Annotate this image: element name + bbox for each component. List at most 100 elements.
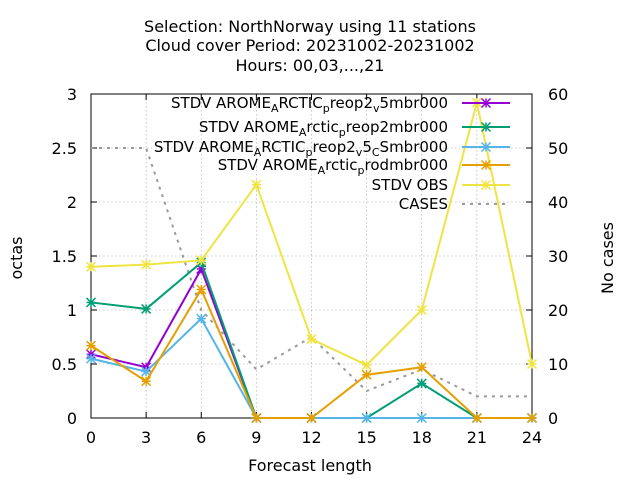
x-tick-label: 3: [141, 428, 151, 447]
y-tick-label: 1: [67, 301, 77, 320]
legend-label-main: STDV AROME: [218, 156, 318, 174]
y2-tick-label: 0: [548, 409, 558, 428]
data-point: [526, 412, 538, 424]
x-tick-label: 0: [86, 428, 96, 447]
x-tick-label: 15: [356, 428, 376, 447]
data-point: [85, 340, 97, 351]
data-point: [526, 358, 538, 370]
data-point: [416, 304, 427, 316]
legend-label-part: A: [271, 102, 279, 115]
marker-stroke: [141, 366, 152, 377]
data-point: [196, 313, 207, 324]
legend-marker: [480, 159, 492, 171]
marker-stroke: [196, 284, 207, 295]
x-axis-label: Forecast length: [248, 456, 372, 475]
marker-stroke: [526, 412, 538, 424]
legend-label-part: C: [372, 146, 380, 159]
legend-label: CASES: [399, 195, 448, 213]
legend-label-part: reop2mbr000: [346, 118, 448, 136]
legend-label-part: 5: [362, 138, 372, 156]
legend-marker: [480, 121, 492, 133]
data-point: [196, 284, 207, 295]
series-line: [91, 147, 532, 398]
marker-stroke: [85, 353, 97, 364]
marker-stroke: [480, 159, 492, 171]
data-point: [141, 259, 152, 270]
marker-stroke: [480, 179, 492, 191]
marker-stroke: [141, 259, 152, 270]
title-line-2: Cloud cover Period: 20231002-20231002: [145, 36, 474, 55]
legend-label: STDV OBS: [372, 176, 448, 194]
legend-label-part: p: [306, 146, 313, 159]
data-point: [361, 360, 372, 371]
series-5: [91, 147, 532, 398]
data-point: [416, 412, 427, 424]
legend-label-part: Smbr000: [380, 138, 448, 156]
legend-label-part: p: [358, 164, 365, 177]
marker-stroke: [85, 340, 97, 351]
y-tick-label: 0.5: [52, 355, 77, 374]
marker-stroke: [526, 358, 538, 370]
series-3: [85, 284, 538, 424]
y-tick-label: 1.5: [52, 247, 77, 266]
data-point: [471, 412, 482, 424]
y-axis-label: octas: [7, 237, 26, 280]
legend-label-part: p: [339, 126, 346, 139]
legend-label-part: v: [373, 102, 380, 115]
x-tick-label: 21: [467, 428, 487, 447]
marker-stroke: [85, 297, 97, 308]
legend-label-main: STDV AROME: [171, 94, 271, 112]
marker-stroke: [361, 412, 372, 424]
legend-label-part: rctic: [325, 156, 357, 174]
x-tick-label: 6: [196, 428, 206, 447]
marker-stroke: [306, 334, 317, 345]
legend-label-part: A: [254, 146, 262, 159]
legend-label-main: STDV AROME: [154, 138, 254, 156]
legend-marker: [480, 141, 492, 153]
data-point: [361, 369, 372, 380]
data-point: [141, 303, 152, 314]
legend-label-part: reop2: [312, 138, 355, 156]
legend-label: STDV AROMEARCTICpreop2v5mbr000: [171, 94, 448, 115]
legend-label-part: A: [318, 164, 326, 177]
legend-label-part: 5mbr000: [380, 94, 448, 112]
legend-label-main: STDV OBS: [372, 176, 448, 194]
legend-label-part: A: [299, 126, 307, 139]
legend-label: STDV AROMEArcticprodmbr000: [218, 156, 448, 177]
y-tick-label: 2: [67, 193, 77, 212]
legend-label-part: reop2: [330, 94, 373, 112]
marker-stroke: [416, 378, 427, 389]
marker-stroke: [196, 313, 207, 324]
y2-tick-label: 20: [548, 301, 568, 320]
marker-stroke: [480, 121, 492, 133]
data-point: [251, 412, 262, 424]
y2-tick-label: 10: [548, 355, 568, 374]
data-point: [85, 353, 97, 364]
legend-label-part: RCTIC: [278, 94, 322, 112]
marker-stroke: [251, 179, 262, 190]
marker-stroke: [361, 369, 372, 380]
y-tick-label: 3: [67, 85, 77, 104]
data-point: [196, 255, 207, 266]
legend-label-part: p: [323, 102, 330, 115]
legend-label: STDV AROMEARCTICpreop2v5CSmbr000: [154, 138, 448, 159]
marker-stroke: [306, 412, 317, 424]
legend-marker: [480, 179, 492, 191]
legend-label-part: v: [356, 146, 363, 159]
marker-stroke: [416, 362, 427, 373]
data-point: [306, 412, 317, 424]
title-line-1: Selection: NorthNorway using 11 stations: [144, 17, 476, 36]
y2-tick-label: 40: [548, 193, 568, 212]
marker-stroke: [416, 412, 427, 424]
legend-marker: [480, 97, 492, 109]
marker-stroke: [480, 141, 492, 153]
legend-label-part: rctic: [306, 118, 338, 136]
marker-stroke: [196, 255, 207, 266]
data-point: [361, 412, 372, 424]
marker-stroke: [251, 412, 262, 424]
legend-label-part: rodmbr000: [365, 156, 448, 174]
x-tick-label: 24: [522, 428, 542, 447]
marker-stroke: [416, 304, 427, 316]
